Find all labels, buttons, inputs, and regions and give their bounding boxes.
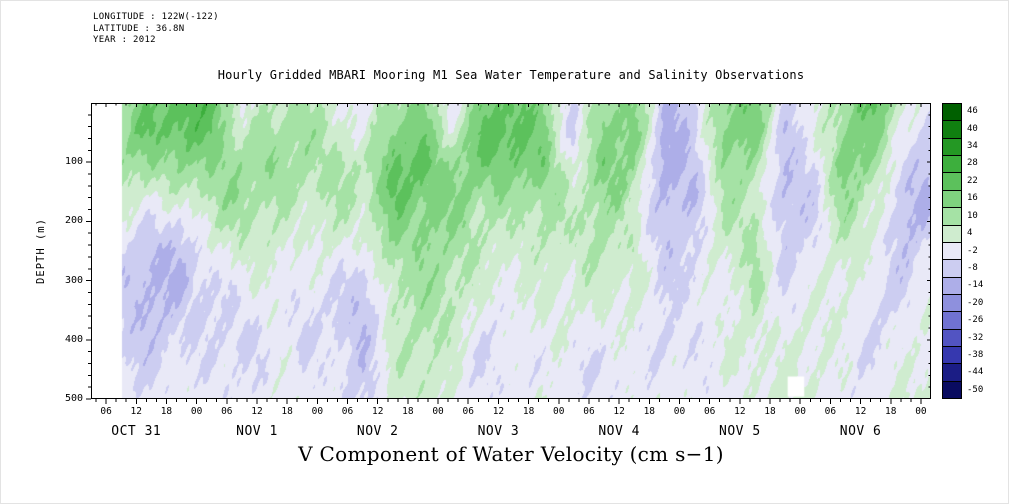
colorbar-cell xyxy=(942,207,962,226)
colorbar-tick-label: 28 xyxy=(967,158,978,169)
x-tick-label: 12 xyxy=(371,406,384,417)
colorbar-cell xyxy=(942,120,962,139)
colorbar-cell xyxy=(942,155,962,174)
y-tick-label: 400 xyxy=(64,333,83,345)
bottom-axis-title: V Component of Water Velocity (cm s−1) xyxy=(298,442,724,466)
x-tick-label: 12 xyxy=(251,406,263,417)
colorbar-tick-label: -26 xyxy=(967,315,984,326)
x-tick-label: 06 xyxy=(100,406,112,417)
x-tick-label: 12 xyxy=(613,406,625,417)
y-tick-label: 300 xyxy=(64,274,83,286)
x-tick-label: 06 xyxy=(583,406,595,417)
colorbar-tick-label: -20 xyxy=(967,297,984,308)
colorbar-tick-label: -32 xyxy=(967,332,984,343)
x-tick-label: 18 xyxy=(643,406,656,417)
colorbar-tick-label: 4 xyxy=(967,228,973,239)
y-tick-label: 200 xyxy=(64,215,83,227)
colorbar-cell xyxy=(942,189,962,209)
x-tick-label: 00 xyxy=(432,406,444,417)
x-tick-label: 06 xyxy=(462,406,474,417)
colorbar-cell xyxy=(942,380,962,400)
header-info: LONGITUDE : 122W(-122) LATITUDE : 36.8N … xyxy=(93,12,219,47)
x-day-label: NOV 5 xyxy=(719,424,761,439)
colorbar-tick-label: 10 xyxy=(967,210,978,221)
x-tick-label: 12 xyxy=(130,406,142,417)
colorbar xyxy=(942,103,962,400)
x-tick-label: 18 xyxy=(402,406,414,417)
colorbar-tick-label: 40 xyxy=(967,123,978,134)
x-tick-label: 18 xyxy=(885,406,897,417)
longitude-label: LONGITUDE : 122W(-122) xyxy=(93,12,219,22)
x-tick-label: 00 xyxy=(311,406,324,417)
x-tick-label: 00 xyxy=(794,406,806,417)
colorbar-tick-label: -8 xyxy=(967,262,978,273)
colorbar-cell xyxy=(942,103,962,122)
plot-title: Hourly Gridded MBARI Mooring M1 Sea Wate… xyxy=(217,68,805,82)
x-day-label: NOV 6 xyxy=(839,424,882,439)
x-tick-label: 12 xyxy=(492,406,505,417)
x-tick-label: 06 xyxy=(221,406,233,417)
colorbar-tick-label: 46 xyxy=(967,106,978,117)
x-tick-label: 12 xyxy=(734,406,746,417)
colorbar-cell xyxy=(942,346,962,365)
colorbar-cell xyxy=(942,363,962,382)
x-tick-label: 00 xyxy=(553,406,565,417)
axis-frame xyxy=(86,103,931,404)
x-day-label: NOV 1 xyxy=(236,424,278,439)
x-day-label: NOV 4 xyxy=(598,424,640,439)
colorbar-tick-label: -2 xyxy=(967,245,978,256)
x-day-label: NOV 2 xyxy=(356,424,399,439)
latitude-label: LATITUDE : 36.8N xyxy=(93,23,185,34)
x-tick-label: 00 xyxy=(190,406,203,417)
colorbar-cell xyxy=(942,311,962,330)
colorbar-tick-label: 16 xyxy=(967,193,978,204)
colorbar-cell xyxy=(942,241,962,261)
colorbar-tick-label: -44 xyxy=(967,367,984,378)
colorbar-cell xyxy=(942,172,962,191)
colorbar-cell xyxy=(942,328,962,348)
colorbar-tick-label: -50 xyxy=(967,384,984,395)
year-label: YEAR : 2012 xyxy=(93,35,156,45)
x-tick-label: 06 xyxy=(824,406,837,417)
colorbar-cell xyxy=(942,293,962,313)
x-tick-label: 00 xyxy=(673,406,686,417)
heatmap-canvas xyxy=(91,103,931,399)
colorbar-tick-label: 22 xyxy=(967,175,978,186)
colorbar-cell xyxy=(942,276,962,295)
x-tick-label: 18 xyxy=(160,406,173,417)
colorbar-cell xyxy=(942,224,962,243)
x-tick-label: 18 xyxy=(764,406,776,417)
x-tick-label: 12 xyxy=(854,406,867,417)
colorbar-cell xyxy=(942,259,962,278)
y-axis-title: DEPTH (m) xyxy=(35,218,47,284)
x-tick-label: 06 xyxy=(341,406,354,417)
x-day-label: OCT 31 xyxy=(111,424,162,439)
colorbar-tick-label: -14 xyxy=(967,280,984,291)
x-tick-label: 00 xyxy=(915,406,927,417)
x-tick-label: 18 xyxy=(281,406,293,417)
y-tick-label: 500 xyxy=(64,393,83,404)
colorbar-tick-label: -38 xyxy=(967,349,984,360)
colorbar-cell xyxy=(942,137,962,157)
x-day-label: NOV 3 xyxy=(477,424,520,439)
colorbar-tick-label: 34 xyxy=(967,141,978,152)
y-tick-label: 100 xyxy=(64,156,83,168)
x-tick-label: 06 xyxy=(703,406,716,417)
x-tick-label: 18 xyxy=(522,406,535,417)
